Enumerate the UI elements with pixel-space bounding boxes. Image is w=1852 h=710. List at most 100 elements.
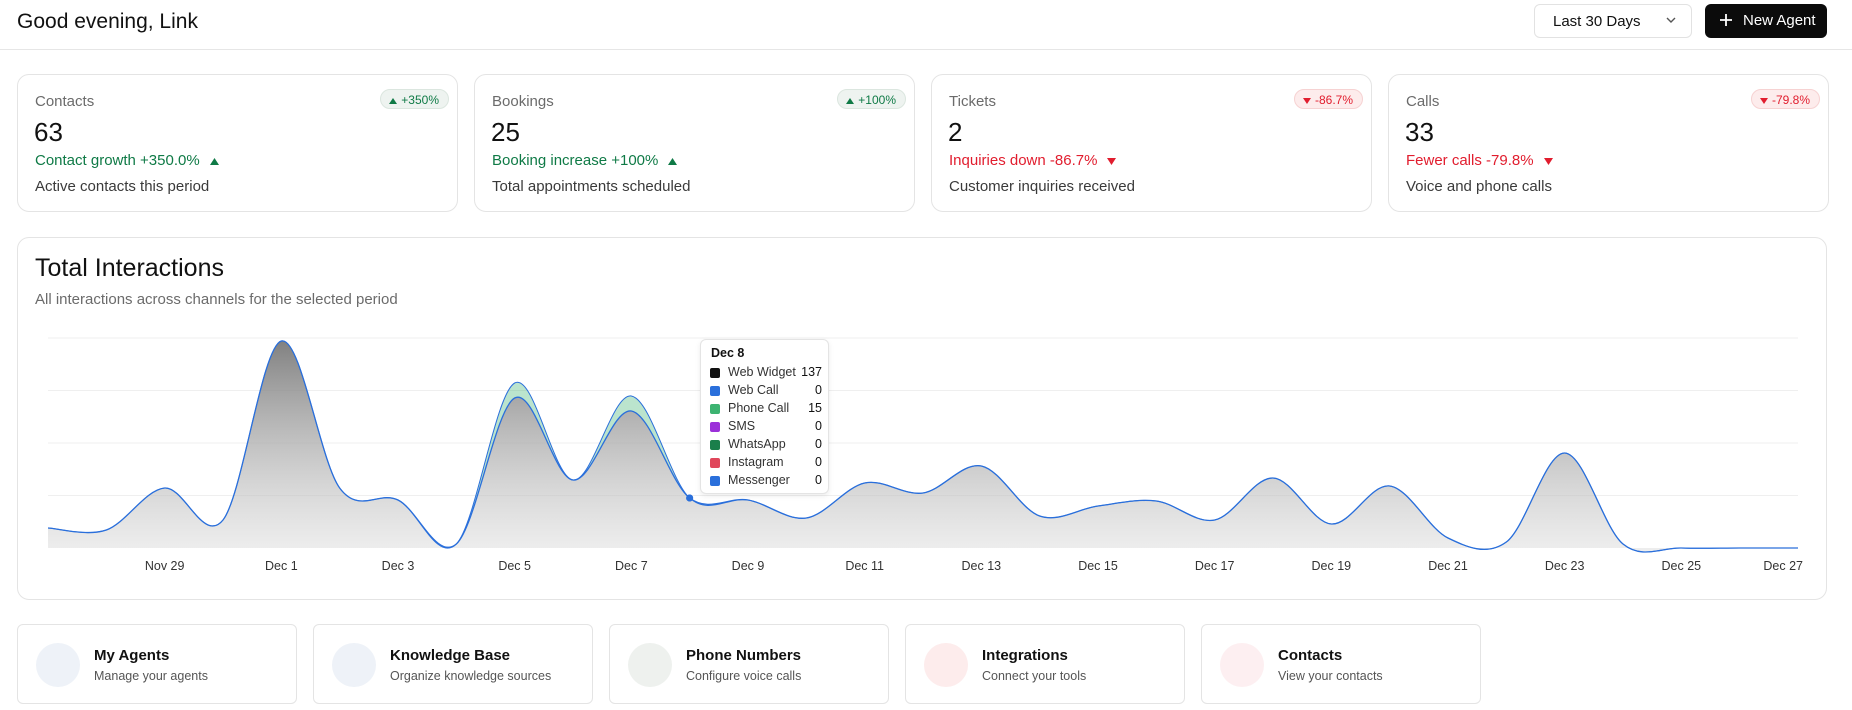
tooltip-series-name: Web Widget	[728, 365, 796, 379]
tooltip-series-value: 0	[815, 455, 822, 469]
tooltip-series-value: 0	[815, 419, 822, 433]
tooltip-series-value: 137	[801, 365, 822, 379]
badge-value: +100%	[858, 93, 896, 107]
caret-up-icon	[846, 97, 855, 104]
quick-link-title: My Agents	[94, 647, 170, 664]
caret-up-icon	[668, 157, 678, 165]
change-badge: +100%	[837, 89, 906, 109]
chart-title: Total Interactions	[35, 254, 224, 282]
quick-link-integrations[interactable]: Integrations Connect your tools	[905, 624, 1185, 704]
chart-tooltip: Dec 8 Web Widget 137 Web Call 0 Phone Ca…	[700, 339, 829, 494]
x-tick-label: Dec 25	[1662, 559, 1702, 573]
quick-link-subtitle: View your contacts	[1278, 669, 1383, 683]
stack-top-line	[47, 340, 1798, 553]
stat-trend: Booking increase +100%	[492, 152, 678, 169]
stat-card-calls: Calls -79.8% 33 Fewer calls -79.8% Voice…	[1388, 74, 1829, 212]
stat-card-tickets: Tickets -86.7% 2 Inquiries down -86.7% C…	[931, 74, 1372, 212]
quick-link-subtitle: Configure voice calls	[686, 669, 802, 683]
trend-text: Fewer calls -79.8%	[1406, 152, 1534, 169]
tooltip-series-value: 0	[815, 437, 822, 451]
web-widget-area	[48, 340, 1798, 553]
legend-swatch	[710, 404, 720, 414]
legend-swatch	[710, 440, 720, 450]
x-tick-label: Dec 13	[962, 559, 1002, 573]
legend-swatch	[710, 368, 720, 378]
x-tick-label: Dec 9	[732, 559, 765, 573]
tooltip-row: Messenger 0	[710, 473, 822, 489]
x-tick-label: Dec 5	[498, 559, 531, 573]
caret-up-icon	[389, 97, 398, 104]
tooltip-series-name: Web Call	[728, 383, 779, 397]
tooltip-row: SMS 0	[710, 419, 822, 435]
quick-link-subtitle: Organize knowledge sources	[390, 669, 552, 683]
quick-link-title: Integrations	[982, 647, 1068, 664]
plug-icon	[924, 643, 968, 687]
change-badge: +350%	[380, 89, 449, 109]
total-interactions-card: Nov 29 Dec 1 Dec 3 Dec 5 Dec 7 Dec 9 Dec 11 Dec…	[17, 237, 1827, 600]
tooltip-row: Web Widget 137	[710, 365, 822, 381]
quick-link-subtitle: Connect your tools	[982, 669, 1087, 683]
x-tick-label: Nov 29	[145, 559, 185, 573]
stat-description: Voice and phone calls	[1406, 178, 1552, 195]
stat-description: Customer inquiries received	[949, 178, 1135, 195]
tooltip-series-value: 0	[815, 383, 822, 397]
change-badge: -86.7%	[1293, 89, 1363, 109]
stat-card-bookings: Bookings +100% 25 Booking increase +100%…	[474, 74, 915, 212]
tooltip-row: Instagram 0	[710, 455, 822, 471]
new-agent-label: New Agent	[1743, 12, 1816, 29]
tooltip-row: WhatsApp 0	[710, 437, 822, 453]
caret-down-icon	[1543, 157, 1553, 165]
stat-title: Bookings	[492, 93, 554, 110]
x-tick-label: Dec 21	[1428, 559, 1468, 573]
phone-icon	[628, 643, 672, 687]
quick-link-my-agents[interactable]: My Agents Manage your agents	[17, 624, 297, 704]
stat-title: Calls	[1406, 93, 1440, 110]
quick-link-title: Contacts	[1278, 647, 1343, 664]
greeting-title: Good evening, Link	[17, 10, 198, 33]
tooltip-date: Dec 8	[711, 346, 745, 360]
legend-swatch	[710, 386, 720, 396]
tooltip-series-value: 15	[808, 401, 822, 415]
x-tick-label: Dec 23	[1545, 559, 1585, 573]
chart-subtitle: All interactions across channels for the…	[35, 291, 398, 308]
x-tick-label: Dec 17	[1195, 559, 1235, 573]
tooltip-series-name: WhatsApp	[728, 437, 786, 451]
x-tick-label: Dec 19	[1312, 559, 1352, 573]
badge-value: +350%	[401, 93, 439, 107]
stat-value: 63	[34, 117, 63, 147]
badge-value: -86.7%	[1314, 93, 1353, 107]
tooltip-row: Phone Call 15	[710, 401, 822, 417]
interactions-chart[interactable]: Nov 29 Dec 1 Dec 3 Dec 5 Dec 7 Dec 9 Dec 11 Dec…	[18, 238, 1826, 599]
chevron-down-icon	[1666, 17, 1676, 23]
tooltip-series-name: Instagram	[728, 455, 784, 469]
trend-text: Contact growth +350.0%	[35, 152, 200, 169]
tooltip-series-name: SMS	[728, 419, 756, 433]
quick-link-knowledge-base[interactable]: Knowledge Base Organize knowledge source…	[313, 624, 593, 704]
agents-icon	[36, 643, 80, 687]
change-badge: -79.8%	[1750, 89, 1820, 109]
tooltip-series-value: 0	[815, 473, 822, 487]
stat-description: Total appointments scheduled	[492, 178, 691, 195]
quick-link-contacts[interactable]: Contacts View your contacts	[1201, 624, 1481, 704]
stat-trend: Inquiries down -86.7%	[949, 152, 1117, 169]
x-tick-label: Dec 11	[845, 559, 884, 573]
quick-link-subtitle: Manage your agents	[94, 669, 208, 683]
quick-link-phone-numbers[interactable]: Phone Numbers Configure voice calls	[609, 624, 889, 704]
x-tick-label: Dec 3	[382, 559, 415, 573]
tooltip-row: Web Call 0	[710, 383, 822, 399]
hover-point	[686, 494, 694, 502]
new-agent-button[interactable]: New Agent	[1705, 4, 1827, 38]
x-tick-label: Dec 15	[1078, 559, 1118, 573]
stat-title: Contacts	[35, 93, 95, 110]
book-icon	[332, 643, 376, 687]
stat-title: Tickets	[949, 93, 996, 110]
trend-text: Booking increase +100%	[492, 152, 659, 169]
quick-link-title: Knowledge Base	[390, 647, 511, 664]
caret-down-icon	[1759, 97, 1768, 104]
stat-card-contacts: Contacts +350% 63 Contact growth +350.0%…	[17, 74, 458, 212]
quick-link-title: Phone Numbers	[686, 647, 802, 664]
stat-value: 2	[948, 117, 963, 147]
badge-value: -79.8%	[1771, 93, 1810, 107]
date-range-select[interactable]: Last 30 Days	[1534, 4, 1692, 38]
date-range-label: Last 30 Days	[1553, 13, 1641, 30]
